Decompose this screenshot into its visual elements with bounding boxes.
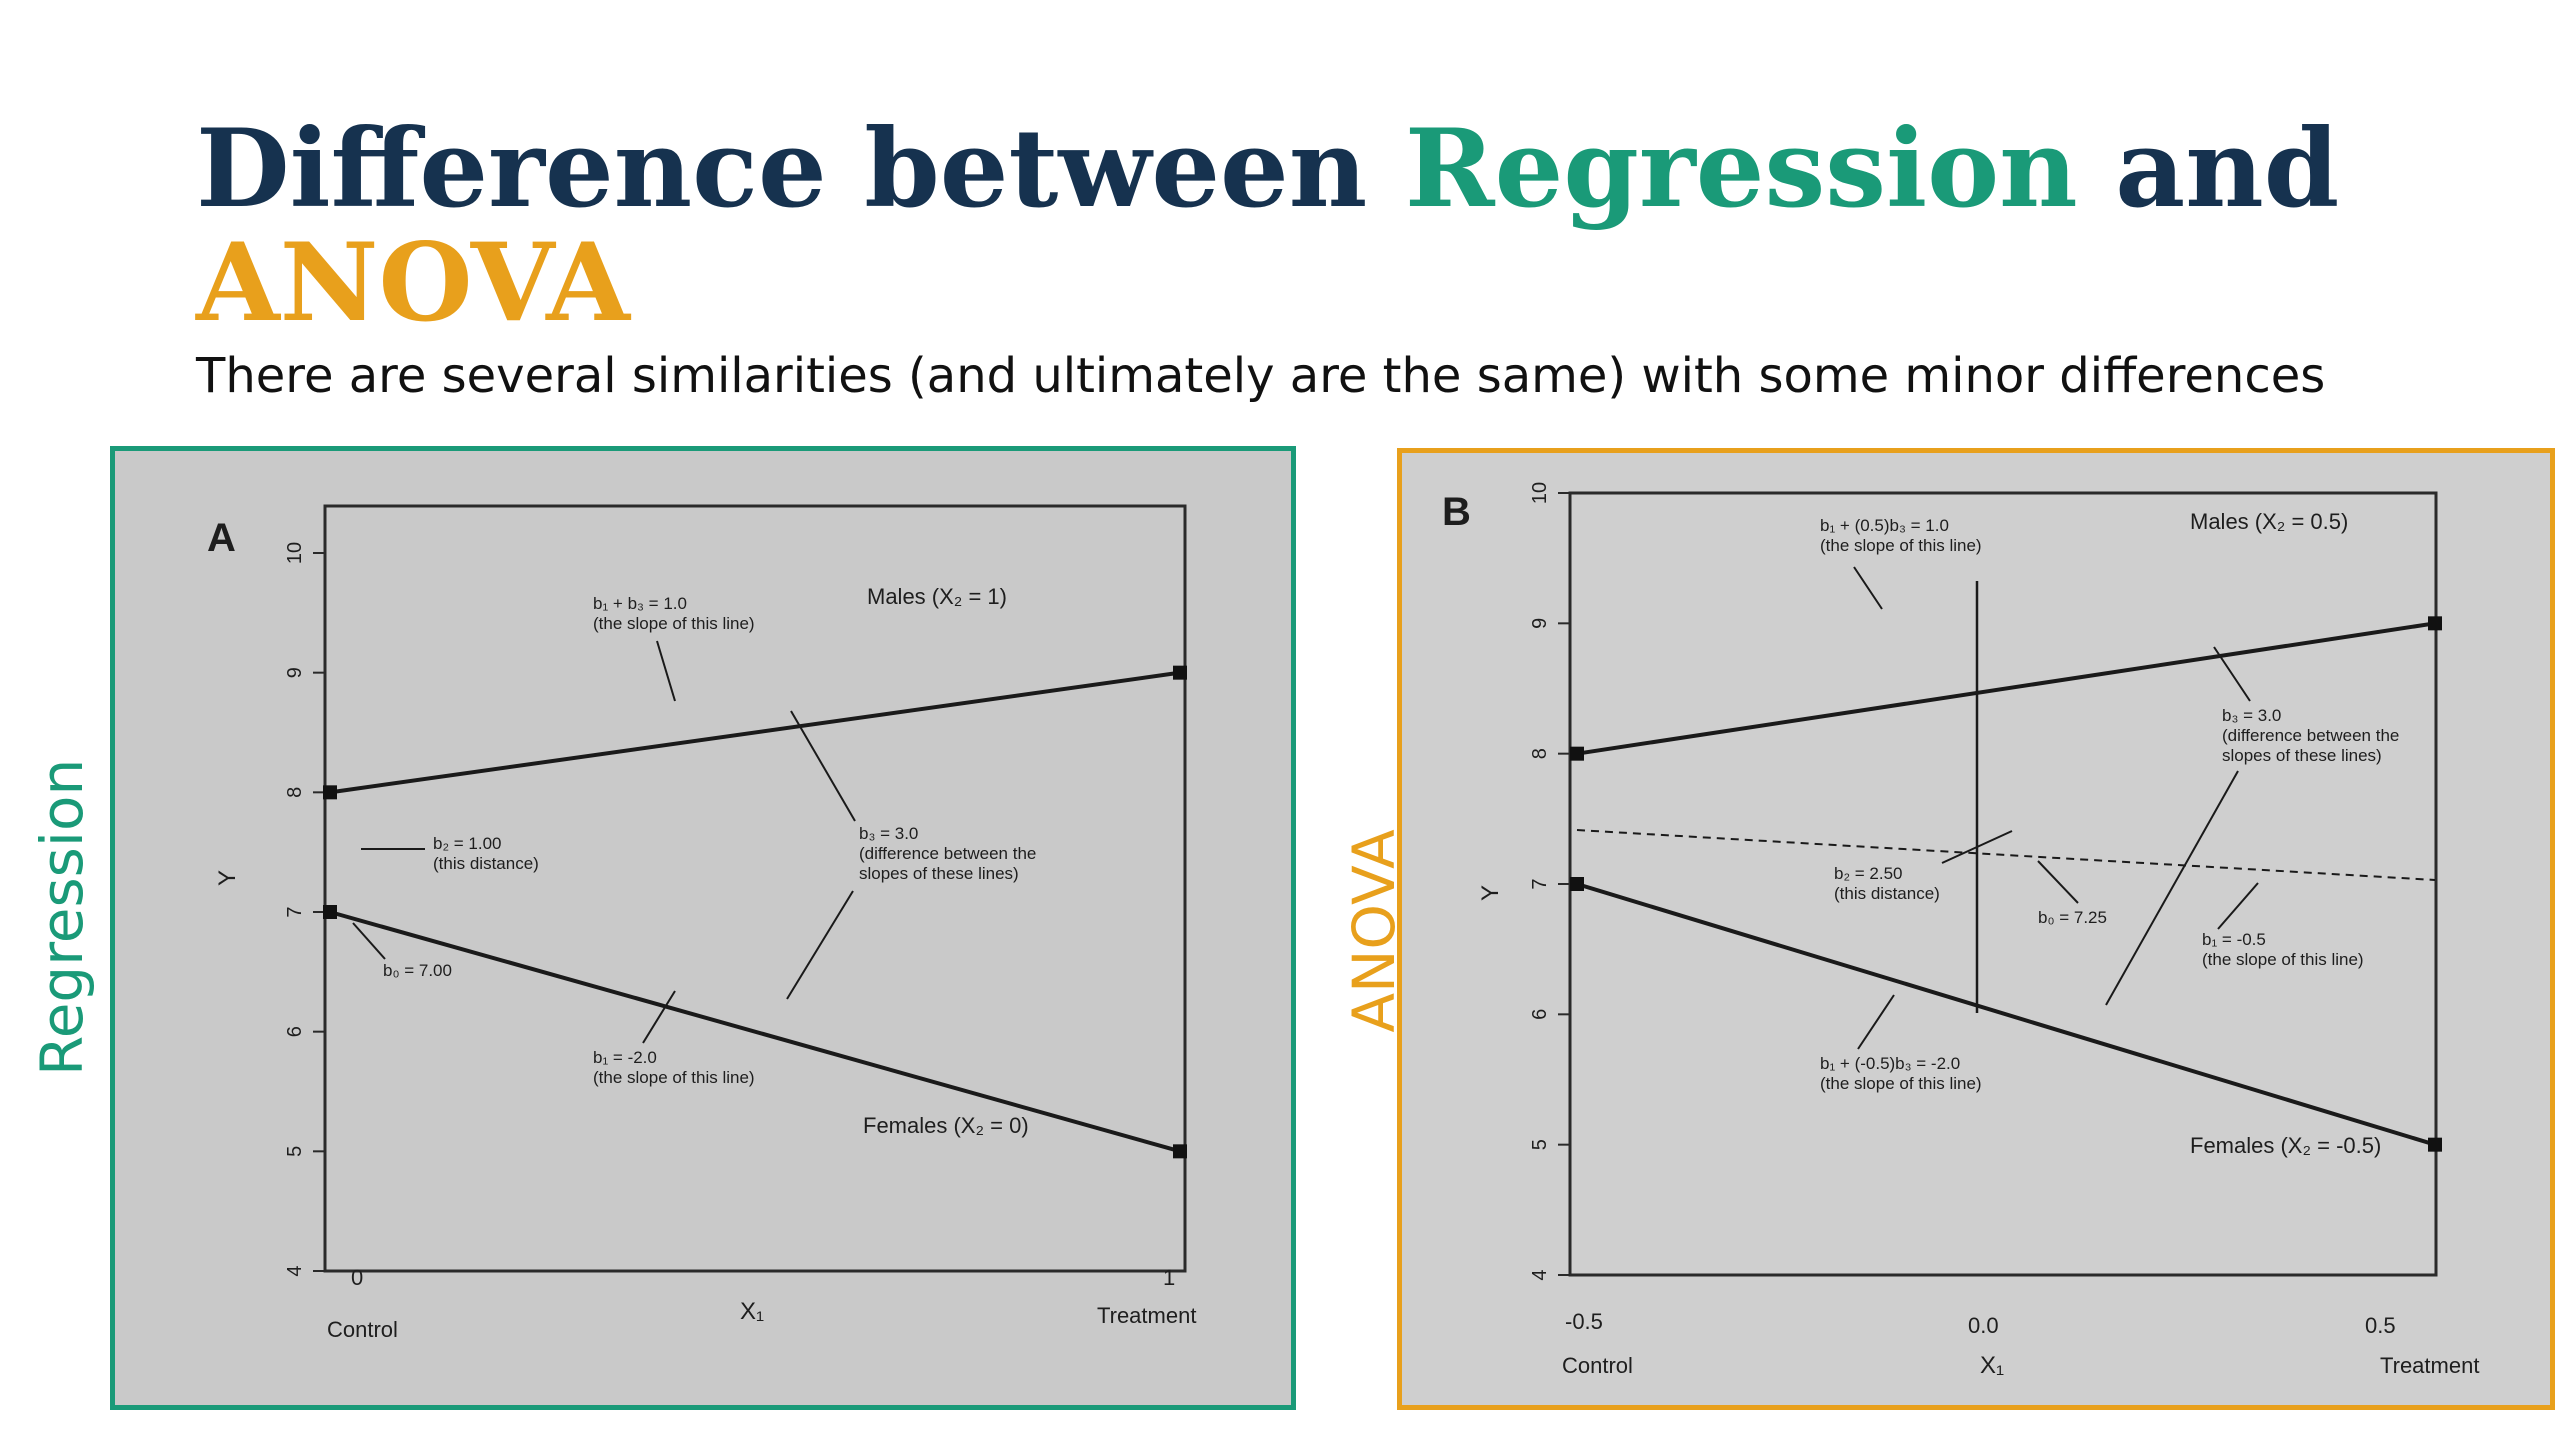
arrow-b0: [352, 922, 386, 960]
b0-dashed-line: [1576, 829, 2436, 881]
arrow-b3-down: [786, 890, 854, 1000]
y-axis-label: Y: [1477, 885, 1504, 901]
females-left-point: [323, 905, 337, 919]
arrow-b1: [2217, 882, 2259, 930]
ann-b2-line1: b₂ = 1.00: [433, 834, 502, 853]
ann-top-line2: (the slope of this line): [1820, 536, 1982, 555]
page-title: Difference between Regression and ANOVA: [196, 112, 2496, 340]
y-axis-label: Y: [214, 870, 241, 886]
ann-b2-line2: (this distance): [433, 854, 539, 873]
females-right-point: [2428, 1137, 2442, 1152]
y-tick-label: 5: [284, 1146, 306, 1157]
x-tick-right: 1: [1163, 1265, 1175, 1290]
title-part-3: and: [2077, 106, 2340, 232]
x-left-label: Control: [327, 1317, 398, 1342]
males-left-point: [1570, 746, 1584, 761]
anova-chart: 4 5 6 7 8 9 10 B Y X₁ -0.5 0.0 0.5 Control Tre…: [1442, 482, 2479, 1379]
ann-b1-line2: (the slope of this line): [2202, 950, 2364, 969]
ann-slope-top-line1: b₁ + b₃ = 1.0: [593, 594, 687, 613]
y-tick-label: 7: [1529, 878, 1551, 889]
ann-b3-line2: (difference between the: [2222, 726, 2399, 745]
ann-b2-line2: (this distance): [1834, 884, 1940, 903]
regression-side-label: Regression: [28, 758, 96, 1076]
x-axis-label: X₁: [740, 1298, 764, 1325]
ann-b1-line2: (the slope of this line): [593, 1068, 755, 1087]
ann-b1-line1: b₁ = -2.0: [593, 1048, 657, 1067]
ann-b0: b₀ = 7.00: [383, 961, 452, 980]
ann-top-line1: b₁ + (0.5)b₃ = 1.0: [1820, 516, 1949, 535]
females-label: Females (X₂ = -0.5): [2190, 1133, 2381, 1158]
ann-b3-line3: slopes of these lines): [859, 864, 1019, 883]
title-part-1: Difference between: [196, 106, 1405, 232]
x-tick-right: 0.5: [2365, 1313, 2396, 1338]
ann-b1-line1: b₁ = -0.5: [2202, 930, 2266, 949]
males-left-point: [323, 785, 337, 800]
arrow-b3-up: [2213, 646, 2251, 702]
females-line: [329, 910, 1181, 1154]
title-regression-word: Regression: [1404, 106, 2078, 232]
y-tick-label: 10: [1529, 482, 1551, 504]
y-tick-label: 6: [284, 1026, 306, 1037]
ann-bottom-line1: b₁ + (-0.5)b₃ = -2.0: [1820, 1054, 1960, 1073]
arrow-b2: [1941, 830, 2013, 864]
x-tick-left: 0: [351, 1265, 363, 1290]
regression-figure-panel: 4 5 6 7 8 9 10 A Y X₁ 0 1 Control Treatment Ma…: [110, 446, 1296, 1410]
arrow-b3-down: [2105, 770, 2239, 1006]
males-line: [1576, 621, 2436, 756]
arrow-bottom: [1857, 994, 1895, 1050]
y-tick-label: 10: [284, 542, 306, 564]
y-tick-label: 6: [1529, 1009, 1551, 1020]
arrow-top: [1853, 566, 1883, 610]
ann-bottom-line2: (the slope of this line): [1820, 1074, 1982, 1093]
males-line: [329, 670, 1181, 795]
y-tick-label: 8: [1529, 748, 1551, 759]
y-tick-label: 9: [1529, 618, 1551, 629]
x-tick-mid: 0.0: [1968, 1313, 1999, 1338]
x-axis-label: X₁: [1980, 1352, 2004, 1379]
anova-figure-panel: 4 5 6 7 8 9 10 B Y X₁ -0.5 0.0 0.5 Control Tre…: [1397, 448, 2555, 1410]
ann-b3-line1: b₃ = 3.0: [2222, 706, 2281, 725]
arrow-slope-top: [656, 640, 676, 702]
arrow-b1: [642, 990, 676, 1044]
y-tick-label: 7: [284, 906, 306, 917]
y-tick-label: 4: [284, 1265, 306, 1276]
ann-b0: b₀ = 7.25: [2038, 908, 2107, 927]
subtitle: There are several similarities (and ulti…: [196, 348, 2326, 404]
ann-b3-line1: b₃ = 3.0: [859, 824, 918, 843]
panel-letter: B: [1442, 490, 1471, 534]
x-left-label: Control: [1562, 1353, 1633, 1378]
y-tick-label: 5: [1529, 1139, 1551, 1150]
arrow-b3-up: [790, 710, 856, 822]
females-right-point: [1173, 1144, 1187, 1159]
title-anova-word: ANOVA: [196, 220, 630, 346]
y-tick-label: 9: [284, 667, 306, 678]
ann-b3-line3: slopes of these lines): [2222, 746, 2382, 765]
males-label: Males (X₂ = 0.5): [2190, 509, 2348, 534]
males-label: Males (X₂ = 1): [867, 584, 1007, 609]
females-label: Females (X₂ = 0): [863, 1113, 1029, 1138]
x-tick-left: -0.5: [1565, 1309, 1603, 1334]
ann-b3-line2: (difference between the: [859, 844, 1036, 863]
males-right-point: [1173, 665, 1187, 680]
y-tick-label: 8: [284, 787, 306, 798]
regression-chart: 4 5 6 7 8 9 10 A Y X₁ 0 1 Control Treatment Ma…: [207, 504, 1196, 1342]
plot-frame: [323, 504, 1187, 1273]
x-right-label: Treatment: [2380, 1353, 2479, 1378]
males-right-point: [2428, 616, 2442, 631]
y-tick-label: 4: [1529, 1269, 1551, 1280]
ann-slope-top-line2: (the slope of this line): [593, 614, 755, 633]
x-right-label: Treatment: [1097, 1303, 1196, 1328]
arrow-b0: [2037, 860, 2079, 904]
females-line: [1576, 882, 2436, 1147]
panel-letter: A: [207, 516, 236, 560]
ann-b2-line1: b₂ = 2.50: [1834, 864, 1903, 883]
females-left-point: [1570, 877, 1584, 891]
